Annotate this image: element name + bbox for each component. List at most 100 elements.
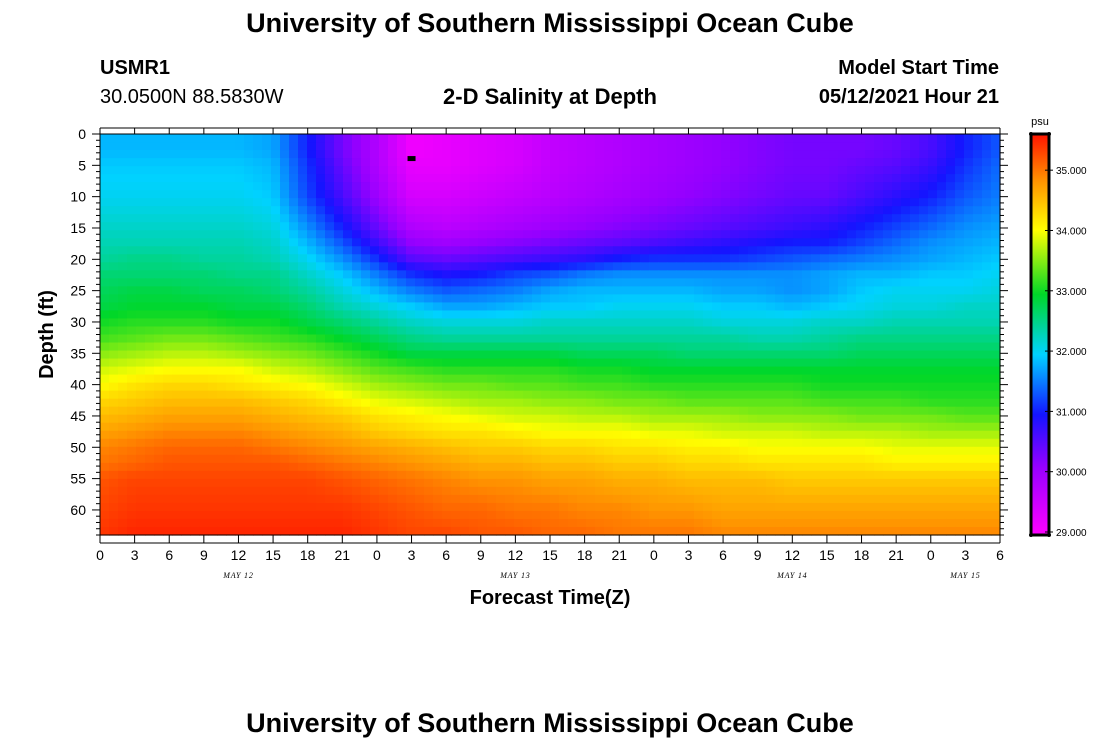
heatmap-cell: [550, 182, 560, 191]
heatmap-cell: [694, 222, 704, 231]
heatmap-cell: [595, 246, 605, 255]
heatmap-cell: [334, 294, 344, 304]
heatmap-cell: [118, 422, 128, 432]
heatmap-cell: [100, 294, 110, 304]
heatmap-cell: [190, 462, 200, 472]
heatmap-cell: [568, 150, 578, 159]
heatmap-cell: [181, 454, 191, 464]
heatmap-cell: [199, 374, 209, 384]
heatmap-cell: [703, 422, 713, 432]
heatmap-cell: [109, 134, 119, 143]
heatmap-cell: [919, 358, 929, 368]
heatmap-cell: [829, 390, 839, 400]
heatmap-cell: [298, 182, 308, 191]
heatmap-cell: [532, 278, 542, 287]
heatmap-cell: [145, 446, 155, 456]
heatmap-cell: [748, 518, 758, 528]
heatmap-cell: [199, 222, 209, 231]
heatmap-cell: [163, 294, 173, 304]
heatmap-cell: [127, 150, 137, 159]
heatmap-cell: [361, 246, 371, 255]
heatmap-cell: [451, 326, 461, 336]
heatmap-cell: [577, 246, 587, 255]
heatmap-cell: [874, 374, 884, 384]
heatmap-cell: [541, 150, 551, 159]
heatmap-cell: [397, 198, 407, 207]
heatmap-cell: [433, 422, 443, 432]
heatmap-cell: [730, 494, 740, 504]
heatmap-cell: [253, 334, 263, 344]
heatmap-cell: [784, 366, 794, 376]
heatmap-cell: [667, 350, 677, 360]
heatmap-cell: [622, 270, 632, 279]
heatmap-cell: [685, 494, 695, 504]
heatmap-cell: [343, 238, 353, 247]
heatmap-cell: [496, 158, 506, 167]
heatmap-cell: [712, 462, 722, 472]
heatmap-cell: [730, 350, 740, 360]
heatmap-cell: [388, 302, 398, 312]
heatmap-cell: [388, 166, 398, 175]
heatmap-cell: [118, 470, 128, 480]
heatmap-cell: [217, 254, 227, 263]
heatmap-cell: [595, 510, 605, 520]
heatmap-cell: [154, 230, 164, 239]
heatmap-cell: [622, 342, 632, 352]
heatmap-cell: [424, 294, 434, 304]
heatmap-cell: [271, 438, 281, 448]
heatmap-cell: [154, 446, 164, 456]
heatmap-cell: [829, 494, 839, 504]
heatmap-cell: [784, 310, 794, 320]
heatmap-cell: [316, 502, 326, 512]
heatmap-cell: [622, 430, 632, 440]
heatmap-cell: [604, 302, 614, 312]
heatmap-cell: [649, 454, 659, 464]
heatmap-cell: [721, 398, 731, 408]
heatmap-cell: [694, 150, 704, 159]
heatmap-cell: [352, 398, 362, 408]
heatmap-cell: [334, 414, 344, 424]
heatmap-cell: [955, 206, 965, 215]
heatmap-cell: [181, 238, 191, 247]
heatmap-cell: [964, 422, 974, 432]
heatmap-cell: [325, 190, 335, 199]
heatmap-cell: [991, 206, 1001, 215]
heatmap-cell: [208, 214, 218, 223]
heatmap-cell: [487, 182, 497, 191]
heatmap-cell: [316, 430, 326, 440]
heatmap-cell: [928, 366, 938, 376]
heatmap-cell: [271, 454, 281, 464]
heatmap-cell: [208, 158, 218, 167]
heatmap-cell: [541, 454, 551, 464]
heatmap-cell: [163, 454, 173, 464]
heatmap-cell: [883, 206, 893, 215]
heatmap-cell: [388, 246, 398, 255]
heatmap-cell: [343, 158, 353, 167]
heatmap-cell: [865, 158, 875, 167]
heatmap-cell: [730, 334, 740, 344]
heatmap-cell: [154, 390, 164, 400]
heatmap-cell: [460, 526, 470, 536]
heatmap-cell: [280, 246, 290, 255]
heatmap-cell: [397, 342, 407, 352]
heatmap-cell: [505, 454, 515, 464]
heatmap-cell: [937, 198, 947, 207]
heatmap-cell: [730, 430, 740, 440]
heatmap-cell: [424, 446, 434, 456]
heatmap-cell: [154, 166, 164, 175]
heatmap-cell: [739, 342, 749, 352]
heatmap-cell: [118, 390, 128, 400]
heatmap-cell: [343, 166, 353, 175]
heatmap-cell: [775, 414, 785, 424]
heatmap-cell: [334, 326, 344, 336]
heatmap-cell: [802, 142, 812, 151]
heatmap-cell: [784, 142, 794, 151]
heatmap-cell: [991, 310, 1001, 320]
heatmap-cell: [568, 422, 578, 432]
heatmap-cell: [181, 358, 191, 368]
heatmap-cell: [388, 438, 398, 448]
heatmap-cell: [991, 398, 1001, 408]
heatmap-cell: [883, 166, 893, 175]
heatmap-cell: [685, 326, 695, 336]
heatmap-cell: [910, 430, 920, 440]
